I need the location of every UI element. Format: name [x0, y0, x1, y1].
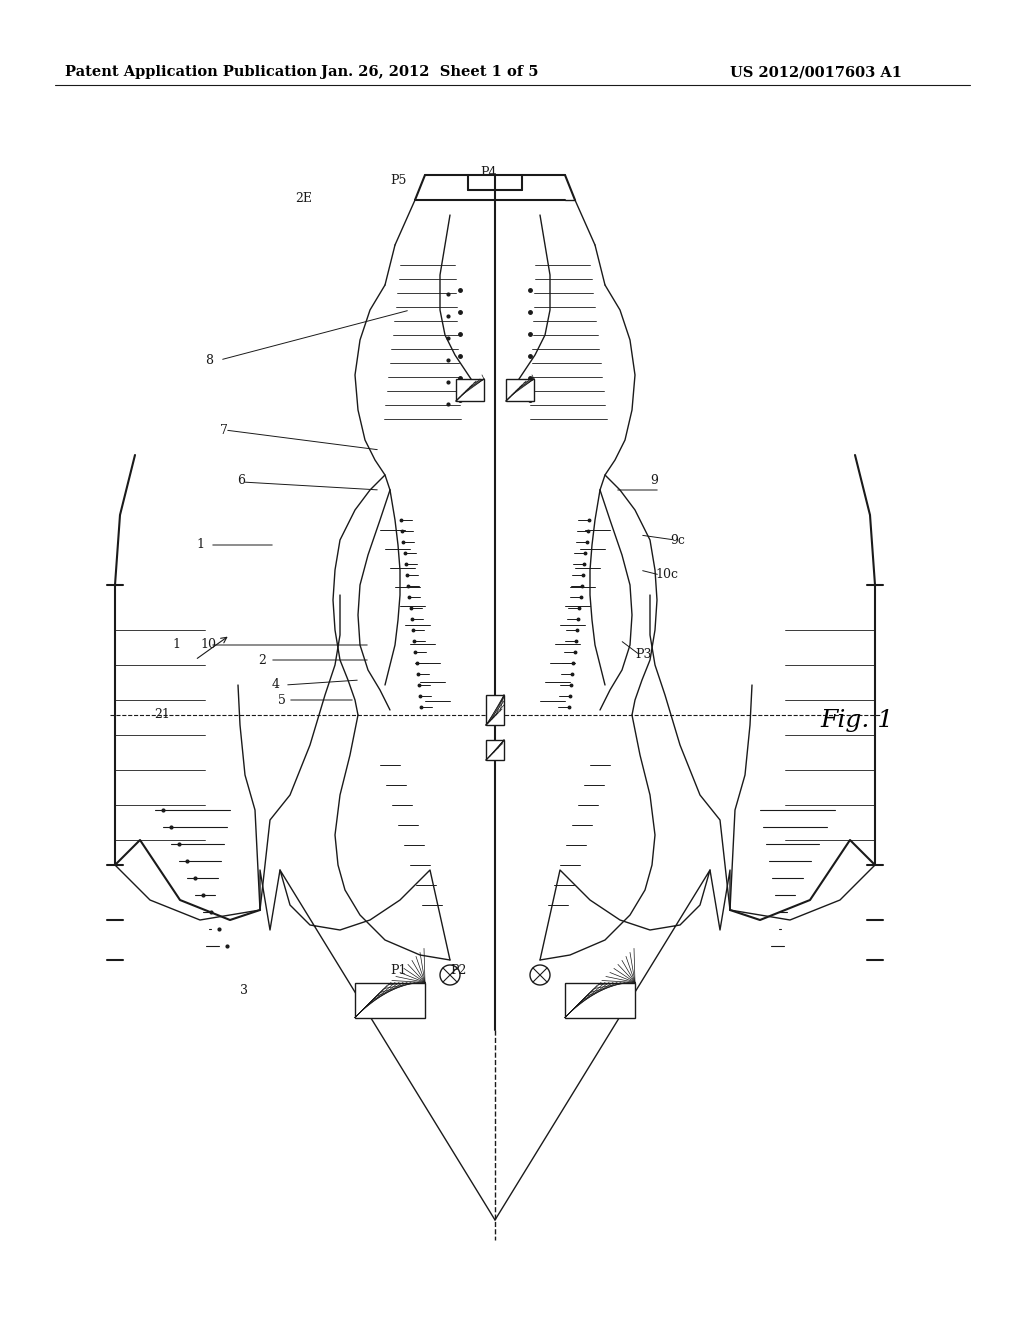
Text: 4: 4	[272, 678, 280, 692]
Text: 2: 2	[258, 653, 266, 667]
Text: 6: 6	[237, 474, 245, 487]
Text: 7: 7	[220, 424, 228, 437]
Bar	[486, 696, 504, 725]
Text: P4: P4	[480, 165, 497, 178]
Bar	[456, 379, 484, 401]
Text: US 2012/0017603 A1: US 2012/0017603 A1	[730, 65, 902, 79]
Text: Jan. 26, 2012  Sheet 1 of 5: Jan. 26, 2012 Sheet 1 of 5	[322, 65, 539, 79]
Bar	[565, 982, 635, 1018]
Bar	[355, 982, 425, 1018]
Text: 1: 1	[196, 539, 204, 552]
Text: 5: 5	[278, 693, 286, 706]
Text: 21: 21	[155, 709, 170, 722]
Bar	[506, 379, 534, 401]
Text: P1: P1	[390, 964, 407, 977]
Text: P3: P3	[635, 648, 651, 661]
Text: 1: 1	[172, 639, 180, 652]
Text: 3: 3	[240, 983, 248, 997]
Text: 8: 8	[205, 354, 213, 367]
Text: P2: P2	[450, 964, 466, 977]
Text: 2E: 2E	[295, 191, 312, 205]
Text: 10: 10	[200, 639, 216, 652]
Text: 9: 9	[650, 474, 657, 487]
Text: 9c: 9c	[670, 533, 685, 546]
Bar	[486, 741, 504, 760]
Text: Patent Application Publication: Patent Application Publication	[65, 65, 317, 79]
Text: 10c: 10c	[655, 569, 678, 582]
Text: P5: P5	[390, 173, 407, 186]
Text: Fig. 1: Fig. 1	[820, 709, 893, 731]
